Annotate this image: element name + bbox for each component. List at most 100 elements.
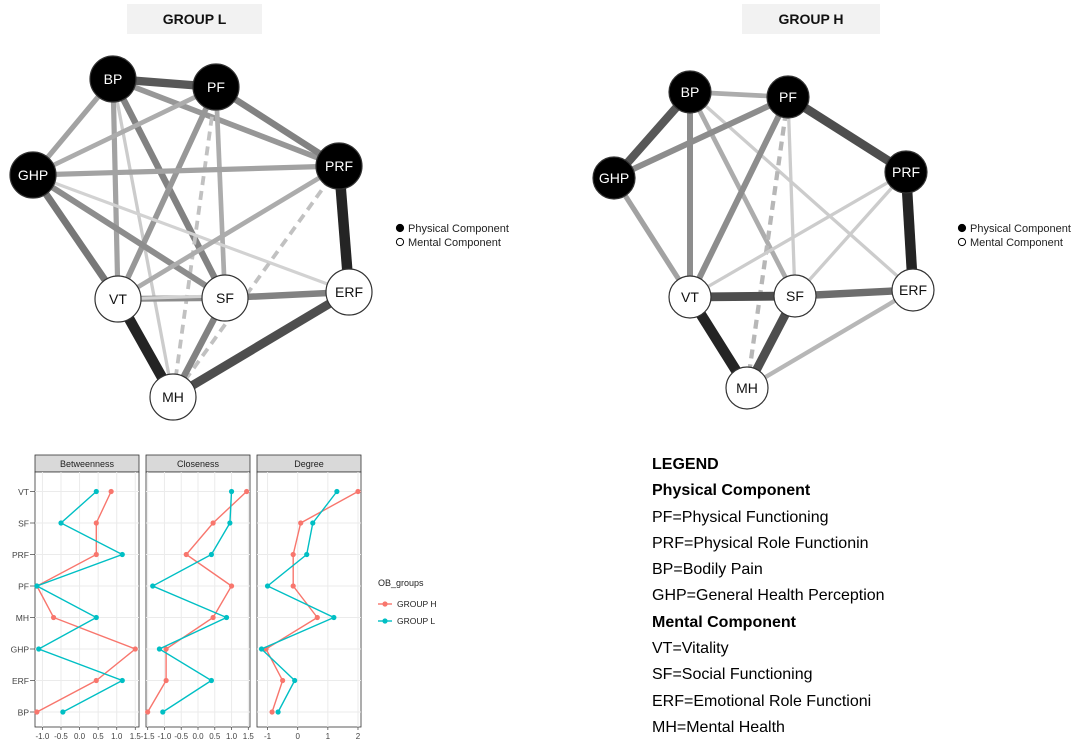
data-point-group-l <box>93 614 99 621</box>
y-tick-label-erf: ERF <box>12 676 29 686</box>
data-point-group-l <box>228 488 235 495</box>
data-point-group-h <box>108 488 114 495</box>
node-vt <box>94 275 142 323</box>
x-tick-label: 0.5 <box>93 732 105 741</box>
group-legend-key-dot <box>382 618 388 624</box>
x-tick-label: 1.5 <box>243 732 255 741</box>
edge-ghp-erf <box>32 173 350 294</box>
data-point-group-h <box>93 520 99 526</box>
data-point-group-l <box>119 551 125 558</box>
legend-mental-marker <box>957 237 967 247</box>
edge-pf-mh <box>171 86 218 398</box>
edge-erf-mh <box>170 288 352 401</box>
network-title: GROUP L <box>163 11 227 27</box>
data-point-group-h <box>280 677 286 684</box>
group-legend-label: GROUP H <box>397 599 437 609</box>
data-point-group-h <box>290 551 296 558</box>
data-point-group-h <box>290 583 296 589</box>
x-tick-label: 2 <box>356 732 361 741</box>
node-erf <box>891 268 935 312</box>
network-group-l: GROUP L BP PF GHP PRF VT SF ERF MH Physical Compo… <box>9 4 509 421</box>
legend-physical-marker <box>395 223 405 233</box>
legend-entry: ERF=Emotional Role Functioni <box>652 692 872 710</box>
data-point-group-h <box>355 488 361 495</box>
network-title-box <box>742 4 880 34</box>
x-tick-label: -0.5 <box>54 732 68 741</box>
y-tick-label-sf: SF <box>18 519 29 529</box>
y-tick-label-ghp: GHP <box>11 645 30 655</box>
data-point-group-h <box>228 583 235 589</box>
data-point-group-l <box>334 488 340 495</box>
node-label-pf: PF <box>779 89 797 105</box>
node-mh <box>725 366 769 410</box>
legend-physical-label: Physical Component <box>408 223 509 235</box>
data-point-group-l <box>304 551 310 558</box>
x-tick-label: 1 <box>326 732 331 741</box>
data-point-group-l <box>150 583 156 589</box>
edge-prf-vt <box>689 170 907 299</box>
edge-pf-prf <box>214 84 341 169</box>
node-vt <box>668 275 712 319</box>
node-label-pf: PF <box>207 79 225 95</box>
edge-ghp-vt <box>611 176 693 299</box>
edge-ghp-sf <box>31 172 227 301</box>
node-label-vt: VT <box>681 289 699 305</box>
node-label-prf: PRF <box>892 164 920 180</box>
node-label-mh: MH <box>162 389 184 405</box>
edge-pf-mh <box>744 96 791 389</box>
y-tick-label-prf: PRF <box>12 550 29 560</box>
edge-pf-vt <box>115 85 219 301</box>
x-tick-label: 0.5 <box>209 732 221 741</box>
x-tick-label: -0.5 <box>174 732 188 741</box>
edge-bp-vt <box>110 78 121 300</box>
node-label-erf: ERF <box>899 282 927 298</box>
edge-prf-mh <box>171 164 341 399</box>
legend-entry: GHP=General Health Perception <box>652 587 885 605</box>
node-label-vt: VT <box>109 291 127 307</box>
legend-heading: Physical Component <box>652 482 811 500</box>
data-point-group-h <box>163 677 169 684</box>
series-line-group-h <box>35 491 137 713</box>
data-point-group-h <box>93 551 99 558</box>
data-point-group-l <box>36 646 42 652</box>
network-title: GROUP H <box>778 11 843 27</box>
abbreviation-legend: LEGEND Physical Component PF=Physical Func… <box>652 452 1072 741</box>
edge-pf-sf <box>213 86 228 299</box>
edge-pf-vt <box>687 95 791 299</box>
x-tick-label: 0.0 <box>192 732 204 741</box>
node-label-ghp: GHP <box>599 170 629 186</box>
node-pf <box>766 75 810 119</box>
data-point-group-h <box>145 709 151 715</box>
data-point-group-l <box>208 677 215 684</box>
data-point-group-h <box>298 520 304 526</box>
facet-title: Degree <box>294 459 324 469</box>
x-tick-label: 0.0 <box>74 732 86 741</box>
data-point-group-l <box>119 677 125 684</box>
data-point-group-l <box>156 646 163 652</box>
group-legend-key-dot <box>382 601 388 607</box>
node-prf <box>315 142 363 190</box>
data-point-group-l <box>223 614 230 621</box>
legend-entry: VT=Vitality <box>652 640 729 658</box>
data-point-group-l <box>331 614 337 621</box>
data-point-group-l <box>60 709 66 715</box>
series-line-group-h <box>265 490 359 713</box>
data-point-group-l <box>310 520 316 526</box>
legend-entry: PF=Physical Functioning <box>652 508 829 526</box>
data-point-group-l <box>227 520 233 526</box>
data-point-group-l <box>93 488 99 495</box>
edge-prf-sf <box>793 170 908 298</box>
edge-prf-vt <box>116 163 341 302</box>
legend-mental-marker <box>395 237 405 247</box>
y-tick-label-vt: VT <box>18 487 29 497</box>
legend-physical-label: Physical Component <box>970 223 1071 235</box>
data-point-group-h <box>93 677 99 684</box>
legend-entry: BP=Bodily Pain <box>652 561 763 579</box>
node-bp <box>89 55 137 103</box>
data-point-group-h <box>244 488 250 495</box>
data-point-group-h <box>210 520 216 526</box>
network-group-h: GROUP H BP PF GHP PRF VT SF ERF MH Physical Compo… <box>592 4 1071 410</box>
legend-mental-label: Mental Component <box>970 237 1063 249</box>
